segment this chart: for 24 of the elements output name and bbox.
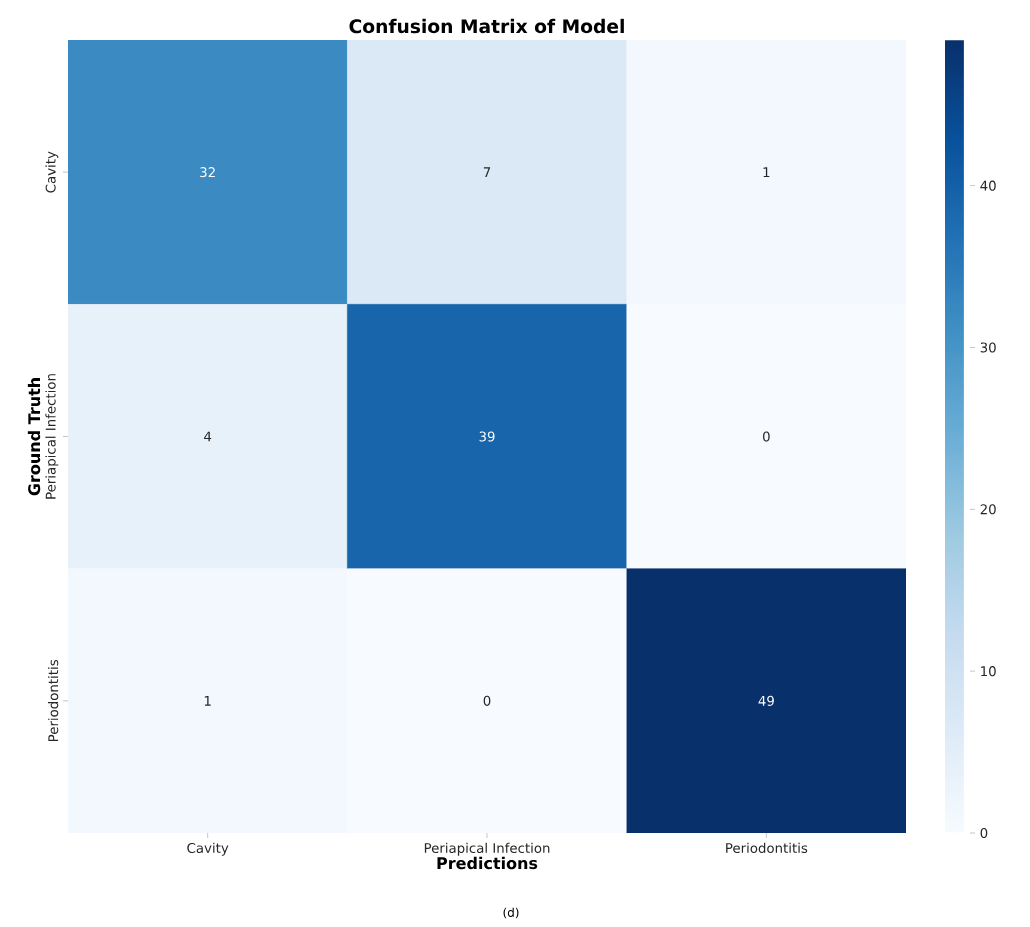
x-axis-title: Predictions — [437, 856, 538, 870]
text: (d) — [503, 907, 519, 919]
data-label: 49 — [758, 695, 774, 706]
color-bar-label: 30 — [980, 342, 996, 353]
y-tick-label: Cavity — [45, 151, 59, 193]
color-bar-label: 10 — [981, 666, 996, 677]
data-label: 7 — [483, 167, 491, 178]
y-tick-label: Periodontitis — [47, 659, 59, 742]
x-tick-label: Cavity — [187, 842, 229, 856]
x-tick-label: Periapical Infection — [424, 842, 550, 856]
color-bar-label: 0 — [980, 827, 988, 839]
y-axis-title: Ground Truth — [27, 378, 41, 496]
y-tick-label: Periapical Infection — [45, 374, 59, 499]
x-tick-label: Periodontitis — [726, 842, 808, 854]
data-label: 1 — [763, 167, 770, 178]
data-label: 1 — [204, 695, 211, 706]
data-label: 0 — [483, 695, 491, 706]
data-label: 0 — [762, 431, 770, 442]
color-bar-label: 20 — [980, 504, 996, 515]
data-label: 32 — [200, 167, 215, 178]
data-label: 4 — [204, 431, 212, 442]
data-label: 39 — [479, 431, 495, 442]
chart-title: Confusion Matrix of Model — [349, 18, 624, 34]
color-bar-label: 40 — [980, 180, 996, 191]
